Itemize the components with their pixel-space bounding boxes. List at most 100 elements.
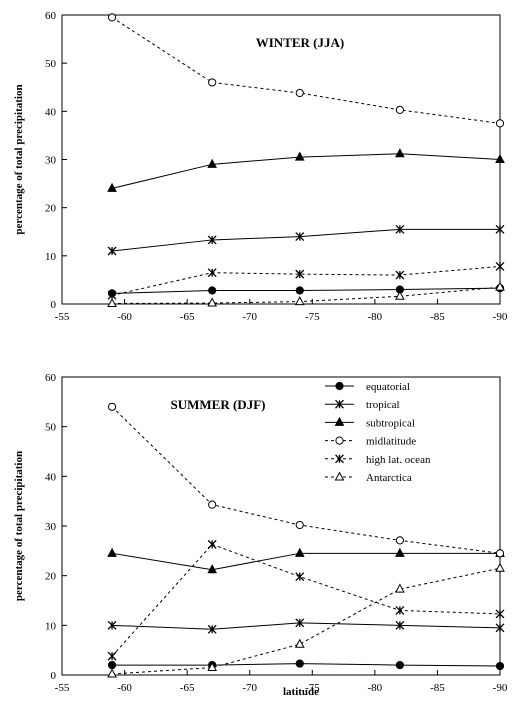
data-point-midlatitude <box>107 402 117 411</box>
series-tropical <box>107 224 505 256</box>
y-tick-label: 0 <box>51 670 57 682</box>
legend-label-midlatitude: midlatitude <box>366 436 416 448</box>
series-tropical <box>107 618 505 634</box>
legend-marker-midlatitude <box>335 436 344 445</box>
series-midlatitude <box>107 402 505 558</box>
y-tick-label: 10 <box>45 251 57 263</box>
series-equatorial <box>107 284 505 298</box>
data-point-midlatitude <box>295 88 304 98</box>
y-tick-label: 60 <box>45 372 57 384</box>
y-tick-label: 50 <box>45 422 57 434</box>
data-point-high-lat-ocean <box>395 605 405 615</box>
y-tick-label: 30 <box>45 521 57 533</box>
data-point-high-lat-ocean <box>295 269 305 279</box>
data-point-tropical <box>295 232 305 242</box>
legend-label-antarctica: Antarctica <box>366 472 412 484</box>
legend-label-equatorial: equatorial <box>366 381 410 393</box>
x-tick-label: -60 <box>117 682 132 694</box>
data-point-subtropical <box>294 547 305 557</box>
data-point-high-lat-ocean <box>495 609 505 619</box>
legend-label-subtropical: subtropical <box>366 417 415 429</box>
legend-marker-equatorial <box>335 381 344 391</box>
data-point-subtropical <box>107 547 117 557</box>
series-line-tropical <box>112 622 501 630</box>
series-line-midlatitude <box>111 16 501 124</box>
data-point-subtropical <box>207 564 218 574</box>
data-point-high-lat-ocean <box>295 572 305 582</box>
data-point-high-lat-ocean <box>395 270 405 280</box>
data-point-antarctica <box>207 661 218 672</box>
panel-title: SUMMER (DJF) <box>171 397 266 412</box>
y-tick-label: 0 <box>51 299 57 311</box>
x-tick-label: -90 <box>493 311 508 323</box>
series-line-antarctica <box>112 567 501 675</box>
legend-marker-antarctica <box>334 471 345 481</box>
data-point-subtropical <box>294 151 305 161</box>
legend-label-tropical: tropical <box>366 399 400 411</box>
data-point-tropical <box>395 224 405 234</box>
data-point-equatorial <box>395 660 404 670</box>
legend-marker-tropical <box>335 399 344 409</box>
x-axis-title: latitude <box>283 686 319 697</box>
x-tick-label: -80 <box>368 311 383 323</box>
y-tick-label: 10 <box>45 620 57 632</box>
series-line-antarctica <box>112 286 501 305</box>
y-tick-label: 40 <box>45 471 57 483</box>
data-point-tropical <box>395 620 405 630</box>
x-tick-label: -60 <box>117 311 132 323</box>
data-point-equatorial <box>495 661 505 671</box>
x-tick-label: -75 <box>305 311 320 323</box>
series-subtropical <box>107 148 505 192</box>
series-line-tropical <box>112 228 500 252</box>
legend-marker-subtropical <box>334 416 345 426</box>
data-point-subtropical <box>107 182 117 192</box>
series-line-high-lat-ocean <box>111 265 501 296</box>
x-tick-label: -90 <box>493 682 508 694</box>
y-tick-label: 20 <box>45 571 57 583</box>
series-line-high-lat-ocean <box>111 543 501 657</box>
y-tick-label: 30 <box>45 155 57 167</box>
series-line-subtropical <box>111 552 500 571</box>
data-point-antarctica <box>395 290 405 300</box>
data-point-tropical <box>107 620 117 630</box>
data-point-subtropical <box>207 158 218 168</box>
data-point-equatorial <box>107 660 117 670</box>
data-point-equatorial <box>295 286 304 295</box>
y-axis-title: percentage of total precipitation <box>13 84 25 234</box>
data-point-midlatitude <box>395 536 404 545</box>
data-point-midlatitude <box>295 520 304 530</box>
data-point-tropical <box>207 624 217 634</box>
data-point-antarctica <box>395 583 405 593</box>
series-equatorial <box>107 659 505 671</box>
data-point-midlatitude <box>107 13 117 22</box>
data-point-antarctica <box>107 297 117 308</box>
x-tick-label: -85 <box>430 682 445 694</box>
y-tick-label: 40 <box>45 106 57 118</box>
x-tick-label: -85 <box>430 311 445 323</box>
series-antarctica <box>107 562 505 678</box>
data-point-midlatitude <box>495 119 505 128</box>
x-tick-label: -80 <box>368 682 383 694</box>
series-line-subtropical <box>111 153 501 189</box>
data-point-midlatitude <box>495 549 505 558</box>
x-tick-label: -65 <box>180 311 195 323</box>
data-point-tropical <box>295 618 305 628</box>
data-point-tropical <box>495 623 505 633</box>
y-tick-label: 50 <box>45 58 57 70</box>
data-point-subtropical <box>395 148 405 158</box>
x-tick-label: -65 <box>180 682 195 694</box>
series-line-equatorial <box>112 663 501 667</box>
series-antarctica <box>107 281 505 308</box>
data-point-antarctica <box>207 297 218 307</box>
chart-panel-1: 0 10 20 30 40 50 60 -55 -60 -65 -70 -75 -80 -85 -90 per… <box>13 10 508 323</box>
series-high-lat-ocean <box>107 539 505 661</box>
series-high-lat-ocean <box>107 261 505 300</box>
data-point-high-lat-ocean <box>207 539 217 549</box>
data-point-tropical <box>207 235 217 245</box>
series-subtropical <box>107 547 505 574</box>
series-midlatitude <box>107 13 505 128</box>
x-tick-label: -55 <box>55 682 70 694</box>
data-point-equatorial <box>295 659 304 668</box>
